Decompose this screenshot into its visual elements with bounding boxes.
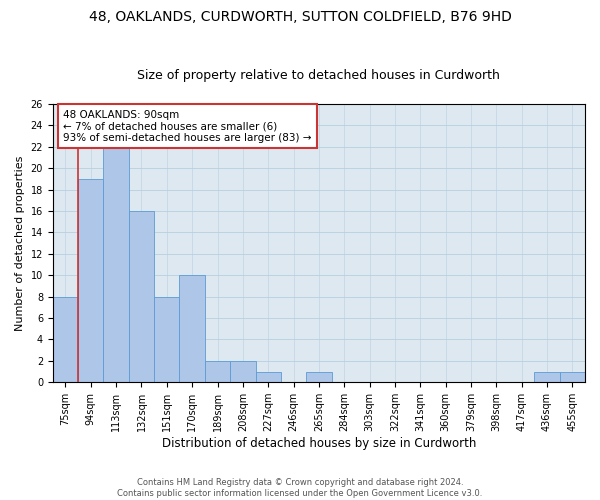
- Y-axis label: Number of detached properties: Number of detached properties: [15, 156, 25, 331]
- X-axis label: Distribution of detached houses by size in Curdworth: Distribution of detached houses by size …: [162, 437, 476, 450]
- Bar: [306, 372, 332, 382]
- Text: 48 OAKLANDS: 90sqm
← 7% of detached houses are smaller (6)
93% of semi-detached : 48 OAKLANDS: 90sqm ← 7% of detached hous…: [64, 110, 312, 143]
- Bar: [535, 372, 560, 382]
- Text: 48, OAKLANDS, CURDWORTH, SUTTON COLDFIELD, B76 9HD: 48, OAKLANDS, CURDWORTH, SUTTON COLDFIEL…: [89, 10, 511, 24]
- Bar: [560, 372, 585, 382]
- Bar: [205, 361, 230, 382]
- Bar: [230, 361, 256, 382]
- Bar: [129, 211, 154, 382]
- Bar: [179, 275, 205, 382]
- Bar: [78, 179, 103, 382]
- Text: Contains HM Land Registry data © Crown copyright and database right 2024.
Contai: Contains HM Land Registry data © Crown c…: [118, 478, 482, 498]
- Bar: [53, 296, 78, 382]
- Bar: [154, 296, 179, 382]
- Title: Size of property relative to detached houses in Curdworth: Size of property relative to detached ho…: [137, 69, 500, 82]
- Bar: [103, 147, 129, 382]
- Bar: [256, 372, 281, 382]
